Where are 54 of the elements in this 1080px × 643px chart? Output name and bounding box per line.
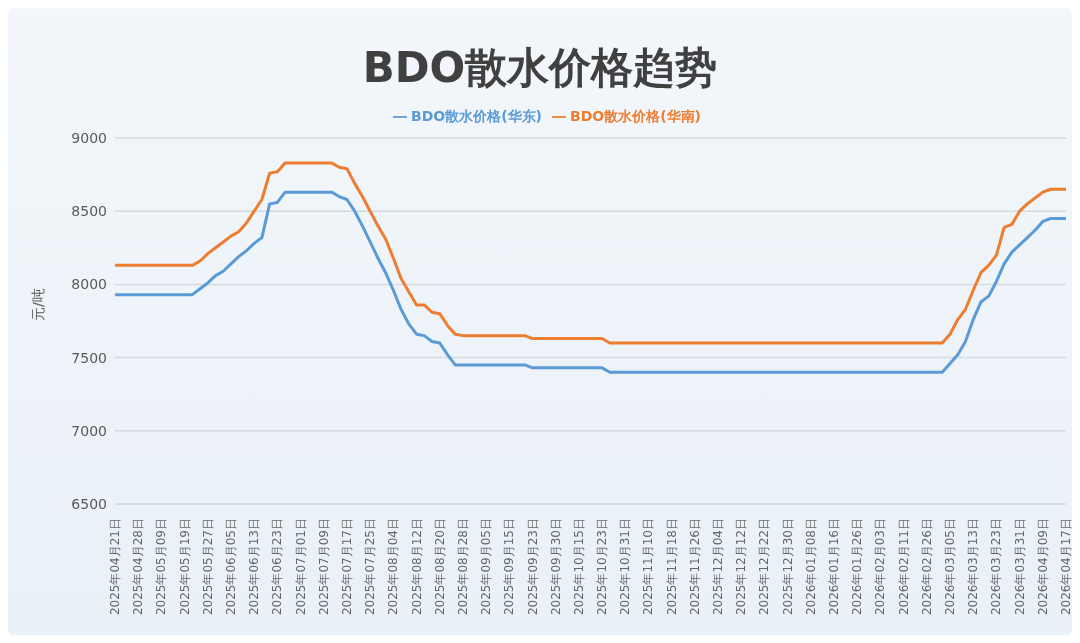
x-tick-label: 2025年12月04日 bbox=[711, 518, 726, 616]
x-tick-label: 2025年11月18日 bbox=[664, 518, 679, 616]
x-tick-label: 2025年12月30日 bbox=[780, 518, 795, 616]
x-tick-label: 2026年02月26日 bbox=[919, 518, 934, 616]
x-tick-label: 2025年05月19日 bbox=[177, 518, 192, 616]
x-tick-label: 2025年06月13日 bbox=[247, 518, 262, 616]
x-tick-label: 2026年01月26日 bbox=[850, 518, 865, 616]
line-series bbox=[113, 190, 1068, 374]
x-tick-label: 2025年10月15日 bbox=[571, 518, 586, 616]
x-tick-label: 2025年06月23日 bbox=[270, 518, 285, 616]
x-tick-label: 2026年03月05日 bbox=[943, 518, 958, 616]
x-tick-label: 2025年09月30日 bbox=[548, 518, 563, 616]
y-tick-label: 8500 bbox=[71, 203, 107, 220]
x-tick-label: 2026年04月17日 bbox=[1059, 518, 1073, 616]
x-tick-label: 2026年02月11日 bbox=[896, 518, 911, 616]
y-tick-label: 7500 bbox=[71, 349, 107, 366]
x-tick-label: 2025年10月31日 bbox=[618, 518, 633, 616]
y-axis-title: 元/吨 bbox=[29, 288, 46, 321]
line-series bbox=[113, 161, 1068, 345]
x-tick-label: 2026年01月08日 bbox=[803, 518, 818, 616]
x-tick-label: 2026年03月13日 bbox=[966, 518, 981, 616]
x-tick-label: 2025年12月22日 bbox=[757, 518, 772, 616]
x-tick-label: 2025年12月12日 bbox=[734, 518, 749, 616]
y-tick-label: 6500 bbox=[71, 495, 107, 512]
x-tick-label: 2025年06月05日 bbox=[223, 518, 238, 616]
x-tick-label: 2026年04月09日 bbox=[1035, 518, 1050, 616]
x-tick-label: 2026年03月23日 bbox=[989, 518, 1004, 616]
x-tick-label: 2025年09月23日 bbox=[525, 518, 540, 616]
x-tick-label: 2026年02月03日 bbox=[873, 518, 888, 616]
x-tick-label: 2025年04月28日 bbox=[131, 518, 146, 616]
x-tick-label: 2025年08月20日 bbox=[432, 518, 447, 616]
legend-label: BDO散水价格(华东) bbox=[411, 108, 542, 124]
x-tick-label: 2025年08月04日 bbox=[386, 518, 401, 616]
x-tick-label: 2025年07月25日 bbox=[363, 518, 378, 616]
x-tick-label: 2026年03月31日 bbox=[1012, 518, 1027, 616]
x-tick-label: 2025年11月26日 bbox=[687, 518, 702, 616]
x-tick-label: 2025年08月28日 bbox=[455, 518, 470, 616]
x-tick-label: 2025年07月01日 bbox=[293, 518, 308, 616]
x-tick-label: 2025年04月21日 bbox=[108, 518, 122, 616]
x-tick-label: 2025年09月05日 bbox=[479, 518, 494, 616]
legend-label: BDO散水价格(华南) bbox=[570, 108, 701, 124]
x-tick-label: 2025年05月27日 bbox=[200, 518, 215, 616]
y-tick-label: 7000 bbox=[71, 422, 107, 439]
chart-title: BDO散水价格趋势 bbox=[361, 42, 719, 94]
y-tick-label: 8000 bbox=[71, 276, 107, 293]
x-tick-label: 2025年05月09日 bbox=[154, 518, 169, 616]
x-tick-label: 2026年01月16日 bbox=[827, 518, 842, 616]
x-tick-label: 2025年10月23日 bbox=[595, 518, 610, 616]
x-tick-label: 2025年09月15日 bbox=[502, 518, 517, 616]
x-tick-label: 2025年08月12日 bbox=[409, 518, 424, 616]
x-tick-label: 2025年07月17日 bbox=[339, 518, 354, 616]
x-tick-label: 2025年11月10日 bbox=[641, 518, 656, 616]
x-tick-label: 2025年07月09日 bbox=[316, 518, 331, 616]
y-tick-label: 9000 bbox=[71, 129, 107, 146]
